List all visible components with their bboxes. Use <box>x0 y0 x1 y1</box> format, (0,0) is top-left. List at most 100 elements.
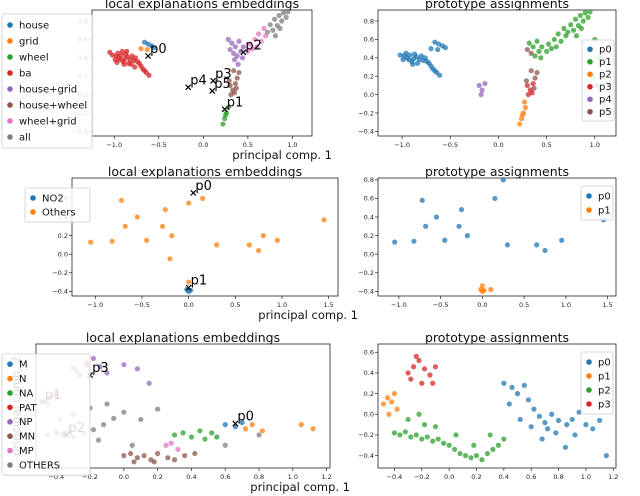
data-point <box>100 422 107 428</box>
legend-marker <box>7 134 13 140</box>
data-point <box>236 38 242 44</box>
data-point <box>175 446 181 452</box>
legend-marker <box>587 58 593 65</box>
data-point <box>410 364 417 370</box>
plot-area <box>377 343 617 469</box>
data-point <box>536 413 543 419</box>
data-point <box>392 239 398 245</box>
data-point <box>223 112 229 118</box>
legend-box <box>24 187 91 223</box>
data-point <box>234 53 240 59</box>
x-tick-label: −0.5 <box>151 141 167 149</box>
data-point <box>245 48 251 54</box>
legend-label: wheel+grid <box>19 116 77 127</box>
data-point <box>521 99 528 105</box>
y-tick-label: 0.2 <box>58 232 68 240</box>
data-point <box>528 68 534 74</box>
legend-marker <box>587 46 593 53</box>
data-point <box>506 401 512 407</box>
legend-marker <box>587 96 593 103</box>
data-point <box>169 233 175 239</box>
data-point <box>138 416 144 423</box>
data-point <box>403 50 409 56</box>
data-point <box>232 44 239 50</box>
x-axis-label: principal comp. 1 <box>232 148 332 162</box>
data-point <box>118 197 125 203</box>
y-tick-label: 0.8 <box>364 17 374 25</box>
data-point <box>478 92 484 98</box>
legend-label: p4 <box>599 95 612 106</box>
data-point <box>590 426 596 432</box>
data-point <box>128 61 134 67</box>
data-point <box>576 409 582 415</box>
data-point <box>529 90 535 96</box>
prototype-label: p0 <box>150 42 167 57</box>
legend-marker <box>7 86 13 92</box>
legend-marker <box>30 209 36 215</box>
data-point <box>453 432 459 438</box>
data-point <box>482 80 488 87</box>
data-point <box>162 206 168 213</box>
x-tick-label: −0.2 <box>414 473 430 481</box>
data-point <box>432 364 439 370</box>
data-point <box>457 450 463 457</box>
data-point <box>155 406 161 412</box>
prototype-marker <box>209 87 216 94</box>
data-point <box>187 287 194 294</box>
data-point <box>124 48 130 54</box>
data-point <box>456 223 462 229</box>
y-tick-label: 0.0 <box>364 411 374 419</box>
data-point <box>523 78 529 84</box>
data-point <box>407 52 413 58</box>
data-point <box>430 438 436 444</box>
data-point <box>430 380 436 386</box>
data-point <box>544 48 550 54</box>
data-point <box>501 436 507 442</box>
data-point <box>488 286 494 293</box>
prototype-marker <box>190 189 197 196</box>
x-tick-label: −0.5 <box>442 141 458 149</box>
y-tick-label: 0.0 <box>58 250 68 258</box>
legend-label: p0 <box>599 45 612 56</box>
data-point <box>539 436 545 442</box>
data-point <box>394 406 400 412</box>
data-point <box>531 85 537 91</box>
x-tick-label: 0.0 <box>477 301 487 309</box>
data-point <box>151 45 157 51</box>
legend-label: p0 <box>598 191 611 202</box>
x-tick-label: −0.4 <box>48 473 64 481</box>
data-point <box>109 238 115 244</box>
data-point <box>534 242 540 248</box>
data-point <box>573 33 580 39</box>
data-points <box>380 353 610 463</box>
data-point <box>283 14 289 20</box>
data-point <box>129 442 135 448</box>
y-tick-label: −0.4 <box>358 452 374 460</box>
data-point <box>389 399 395 405</box>
legend-label: NP <box>19 417 33 428</box>
legend-label: PAT <box>19 403 37 414</box>
data-point <box>424 434 430 440</box>
data-point <box>239 419 245 426</box>
data-point <box>406 57 412 63</box>
data-point <box>104 401 110 407</box>
data-point <box>249 46 255 52</box>
data-point <box>436 41 442 47</box>
data-point <box>144 46 150 53</box>
x-tick-label: −1.0 <box>394 141 410 149</box>
legend: house grid wheel ba house+grid house+wheel whe… <box>1 13 93 149</box>
data-point <box>97 364 103 370</box>
data-point <box>138 46 144 52</box>
data-point <box>521 382 527 388</box>
legend: NO2 Others <box>24 187 91 223</box>
data-point <box>132 64 138 70</box>
data-point <box>504 242 511 248</box>
data-point <box>380 401 387 407</box>
data-point <box>548 46 555 52</box>
data-point <box>310 426 316 432</box>
x-tick-label: 0.4 <box>499 473 509 481</box>
x-tick-label: 0.5 <box>541 141 551 149</box>
data-point <box>501 380 507 386</box>
data-point <box>558 38 564 44</box>
data-point <box>214 242 220 248</box>
